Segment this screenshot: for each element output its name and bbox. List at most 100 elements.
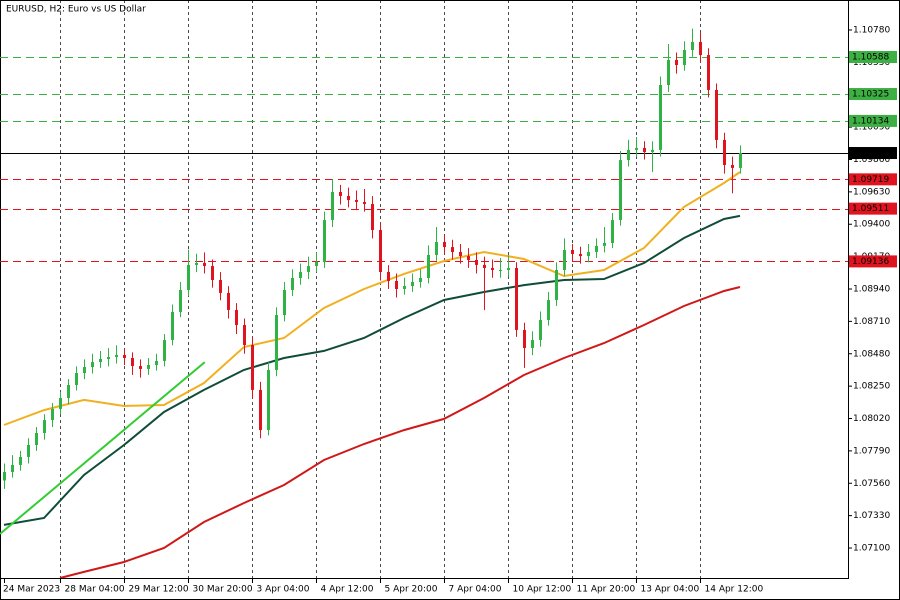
level-label-box xyxy=(849,202,897,215)
candle-body xyxy=(395,280,398,289)
plot xyxy=(0,28,742,579)
candle-body xyxy=(155,360,158,366)
candle-body xyxy=(307,266,310,272)
candle-body xyxy=(419,278,422,282)
candle-body xyxy=(171,311,174,340)
candle-body xyxy=(699,41,702,56)
candle-body xyxy=(259,389,262,431)
y-tick-label: 1.07330 xyxy=(853,511,890,521)
candle-body xyxy=(11,464,14,473)
candle-body xyxy=(539,319,542,340)
y-tick-label: 1.08250 xyxy=(853,382,890,392)
moving-average xyxy=(3,171,741,426)
candle-body xyxy=(123,355,126,358)
candle-body xyxy=(179,289,182,312)
trendline xyxy=(0,361,206,535)
x-tick-label: 30 Mar 20:00 xyxy=(193,585,253,595)
y-tick-label: 1.09400 xyxy=(853,220,890,230)
candle-body xyxy=(187,264,190,290)
x-tick-label: 28 Mar 04:00 xyxy=(65,585,125,595)
candle-body xyxy=(587,251,590,257)
candle-body xyxy=(611,220,614,243)
level-label: 1.09719 xyxy=(852,175,889,185)
level-label: 1.09136 xyxy=(852,257,889,267)
candle-body xyxy=(379,230,382,272)
candle-body xyxy=(435,241,438,255)
candle-body xyxy=(267,369,270,431)
candle-body xyxy=(499,269,502,271)
candle-body xyxy=(107,356,110,359)
moving-average xyxy=(59,286,741,579)
chart-title: EURUSD, H2: Euro vs US Dollar xyxy=(6,5,146,15)
candle-body xyxy=(235,309,238,326)
level-label-box xyxy=(849,147,897,160)
level-label-box xyxy=(849,114,897,127)
candle-body xyxy=(243,325,246,346)
candle-body xyxy=(131,357,134,367)
y-tick-label: 1.10090 xyxy=(853,123,890,133)
candle-body xyxy=(3,472,6,481)
candle-body xyxy=(67,385,70,398)
candle-body xyxy=(275,315,278,370)
y-tick-label: 1.08940 xyxy=(853,285,890,295)
x-tick-label: 14 Apr 12:00 xyxy=(705,585,764,595)
candle-body xyxy=(51,408,54,421)
candle-body xyxy=(363,202,366,204)
candle-body xyxy=(475,260,478,265)
candle-body xyxy=(451,247,454,252)
grid xyxy=(0,0,848,578)
x-tick-label: 7 Apr 04:00 xyxy=(449,585,502,595)
level-label: 1.09906 xyxy=(852,149,889,159)
x-tick-label: 13 Apr 04:00 xyxy=(641,585,700,595)
candle-body xyxy=(659,85,662,150)
candle-body xyxy=(731,164,734,168)
x-tick-label: 5 Apr 20:00 xyxy=(385,585,438,595)
level-label: 1.09511 xyxy=(852,204,889,214)
candle-body xyxy=(483,264,486,269)
candle-body xyxy=(291,278,294,290)
candle-body xyxy=(691,41,694,50)
candle-body xyxy=(371,203,374,231)
level-label-box xyxy=(849,255,897,268)
level-label: 1.10325 xyxy=(852,90,889,100)
candle-body xyxy=(299,271,302,279)
candle-body xyxy=(203,262,206,267)
y-tick-label: 1.08020 xyxy=(853,414,890,424)
candle-body xyxy=(675,59,678,66)
y-tick-label: 1.09630 xyxy=(853,187,890,197)
candle-body xyxy=(619,160,622,221)
candle-body xyxy=(147,365,150,369)
candle-body xyxy=(595,245,598,252)
candle-body xyxy=(355,200,358,203)
candle-body xyxy=(323,220,326,262)
candle-body xyxy=(427,254,430,279)
candle-body xyxy=(715,89,718,140)
candle-body xyxy=(315,261,318,267)
x-tick-label: 11 Apr 20:00 xyxy=(577,585,636,595)
candle-body xyxy=(467,256,470,261)
candle-body xyxy=(99,358,102,363)
candle-body xyxy=(491,268,494,270)
candle-body xyxy=(739,153,742,168)
y-tick-label: 1.07790 xyxy=(853,446,890,456)
x-tick-label: 24 Mar 2023 xyxy=(3,585,60,595)
candle-body xyxy=(603,242,606,246)
candle-body xyxy=(75,373,78,386)
candle-body xyxy=(707,55,710,90)
candle-body xyxy=(59,397,62,409)
candle-body xyxy=(651,149,654,153)
level-label: 1.10588 xyxy=(852,53,889,63)
candle-body xyxy=(163,339,166,361)
y-tick-label: 1.09860 xyxy=(853,155,890,165)
candle-body xyxy=(27,444,30,457)
candle-body xyxy=(555,269,558,300)
candle-body xyxy=(195,262,198,265)
candle-body xyxy=(531,339,534,348)
x-tick-label: 10 Apr 12:00 xyxy=(513,585,572,595)
candle-body xyxy=(443,241,446,248)
candle-body xyxy=(635,147,638,150)
